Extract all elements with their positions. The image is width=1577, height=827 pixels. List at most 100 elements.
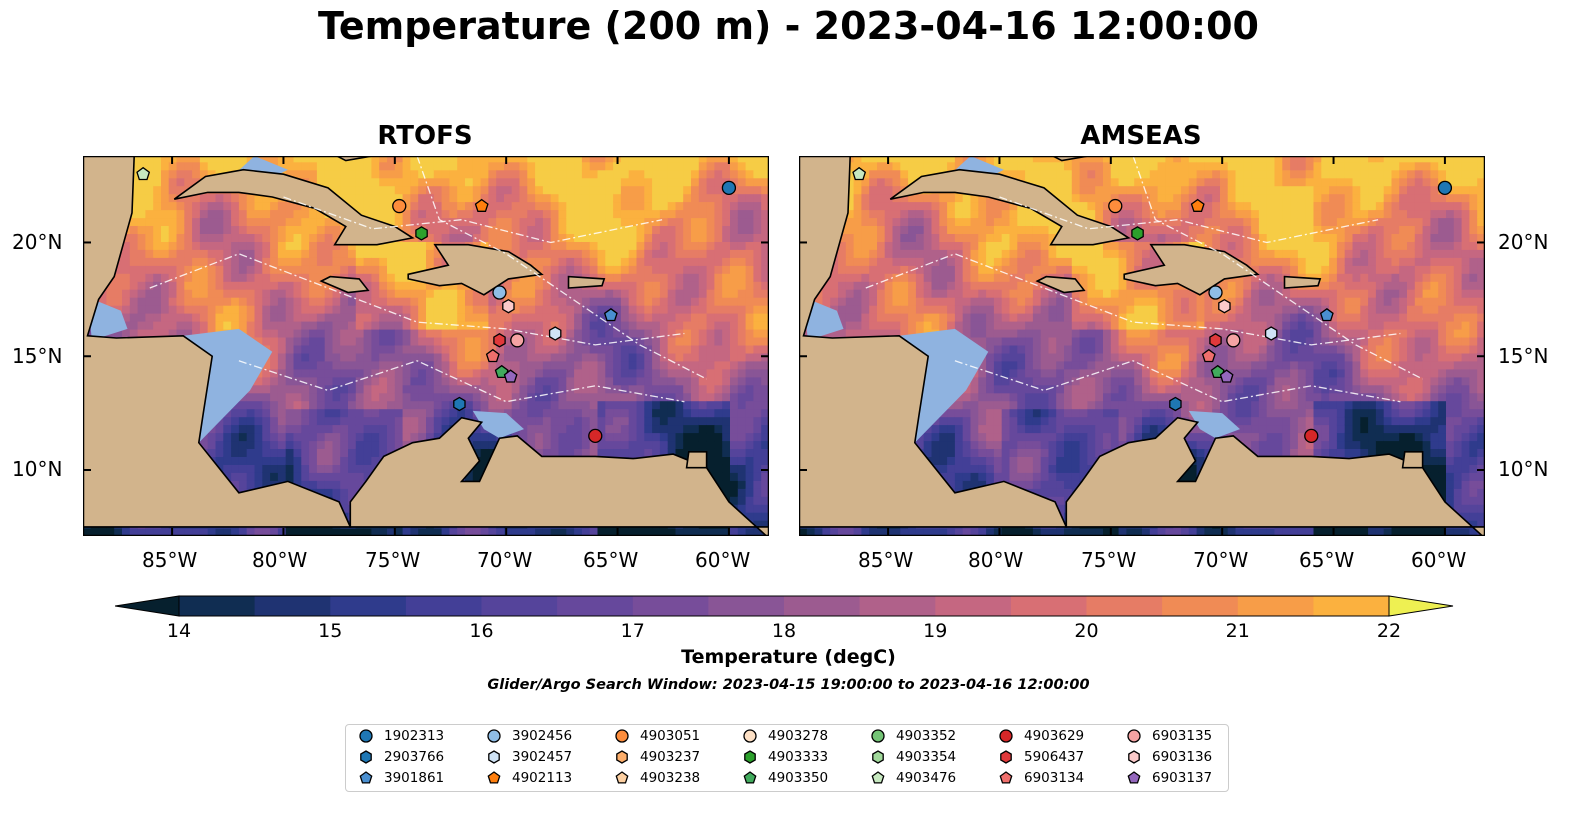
colorbar-bin — [935, 596, 1012, 616]
colorbar-bin — [1086, 596, 1163, 616]
xtick-right-80w: 80°W — [968, 548, 1024, 572]
land-southam — [349, 416, 769, 536]
legend-item-6903135: 6903135 — [1126, 726, 1212, 746]
legend-label: 4903051 — [640, 728, 701, 744]
eez-boundaries — [865, 156, 1423, 403]
legend-label: 4903352 — [896, 728, 957, 744]
circle-marker-icon — [615, 729, 629, 743]
float-marker-4902113 — [474, 198, 489, 212]
search-window-caption: Glider/Argo Search Window: 2023-04-15 19… — [487, 677, 1090, 693]
float-marker-6903136 — [1218, 298, 1231, 314]
panel-title-amseas: AMSEAS — [1080, 121, 1202, 151]
xtick-left-70w: 70°W — [477, 548, 533, 572]
colorbar-tick-19: 19 — [923, 620, 948, 642]
legend-label: 4903350 — [768, 770, 829, 786]
float-marker-2903766 — [1169, 396, 1182, 412]
colorbar-tick-22: 22 — [1376, 620, 1402, 642]
circle-marker-icon — [871, 729, 885, 743]
legend-item-5906437: 5906437 — [998, 747, 1084, 767]
legend-marker-4903237 — [616, 750, 628, 764]
land-cuba — [173, 168, 415, 246]
legend-item-4903354: 4903354 — [870, 747, 956, 767]
hexagon-marker-icon — [872, 750, 884, 764]
pentagon-marker-icon — [999, 771, 1013, 784]
legend-marker-4903352 — [871, 729, 885, 743]
colorbar-tick-14: 14 — [166, 620, 192, 642]
colorbar-bin — [708, 596, 785, 616]
ytick-right-20n: 20°N — [1498, 230, 1549, 254]
float-marker-6903134 — [1201, 348, 1216, 363]
legend-marker-4903354 — [872, 750, 884, 764]
float-marker-3902456 — [1208, 285, 1223, 300]
hexagon-marker-icon — [1128, 750, 1140, 764]
colorbar-bin — [1010, 596, 1087, 616]
colorbar-bin — [481, 596, 558, 616]
xtick-right-65w: 65°W — [1299, 548, 1355, 572]
colorbar-tick-18: 18 — [771, 620, 797, 642]
shelf-areas — [803, 156, 1240, 443]
legend-marker-4903051 — [615, 729, 629, 743]
land-trinidad — [685, 450, 708, 469]
legend-marker-6903136 — [1128, 750, 1140, 764]
colorbar-bin — [1313, 596, 1390, 616]
legend-item-3901861: 3901861 — [358, 768, 444, 788]
legend-item-6903137: 6903137 — [1126, 768, 1212, 788]
legend-marker-4903629 — [999, 729, 1013, 743]
legend-item-4903051: 4903051 — [614, 726, 700, 746]
land-southam — [1065, 416, 1485, 536]
colorbar-bin — [405, 596, 482, 616]
legend-item-3902456: 3902456 — [486, 726, 572, 746]
main-title: Temperature (200 m) - 2023-04-16 12:00:0… — [317, 4, 1259, 48]
legend-item-4903629: 4903629 — [998, 726, 1084, 746]
land-jamaica — [1035, 275, 1086, 294]
legend-item-3902457: 3902457 — [486, 747, 572, 767]
float-marker-3901861 — [603, 307, 618, 322]
legend-label: 4903238 — [640, 770, 701, 786]
legend-marker-6903137 — [1127, 771, 1141, 784]
legend-marker-3901861 — [359, 771, 373, 784]
legend-label: 4903237 — [640, 749, 701, 765]
legend-item-4903238: 4903238 — [614, 768, 700, 788]
legend-marker-4903476 — [871, 771, 885, 784]
legend-marker-3902456 — [487, 729, 501, 743]
legend-marker-2903766 — [360, 750, 372, 764]
float-marker-4903476 — [852, 166, 867, 181]
legend-label: 3901861 — [384, 770, 445, 786]
colorbar-tick-21: 21 — [1225, 620, 1250, 642]
float-marker-4903333 — [1131, 226, 1144, 241]
hexagon-marker-icon — [360, 750, 372, 764]
ytick-left-15n: 15°N — [12, 344, 63, 368]
colorbar-tick-15: 15 — [318, 620, 343, 642]
circle-marker-icon — [743, 729, 757, 743]
ytick-right-10n: 10°N — [1498, 457, 1549, 481]
axis-ticks — [83, 156, 769, 536]
ytick-left-10n: 10°N — [12, 457, 63, 481]
land-puerto — [1283, 275, 1322, 289]
pentagon-marker-icon — [487, 771, 501, 784]
xtick-right-75w: 75°W — [1081, 548, 1137, 572]
hexagon-marker-icon — [1000, 750, 1012, 764]
map-frame — [83, 156, 769, 536]
pentagon-marker-icon — [359, 771, 373, 784]
legend-label: 4903333 — [768, 749, 829, 765]
colorbar-bin — [1162, 596, 1239, 616]
rtofs-temperature-map — [83, 156, 769, 536]
land-jamaica — [319, 275, 370, 294]
legend-label: 2903766 — [384, 749, 445, 765]
float-marker-4903333 — [415, 226, 428, 241]
float-marker-1902313 — [1437, 180, 1453, 196]
legend-label: 4903278 — [768, 728, 829, 744]
float-legend: 1902313 2903766 3901861 3902456 3902457 49021… — [345, 724, 1229, 792]
colorbar-bin — [632, 596, 709, 616]
float-marker-4903629 — [1304, 428, 1319, 444]
legend-label: 3902456 — [512, 728, 573, 744]
legend-item-6903134: 6903134 — [998, 768, 1084, 788]
land-trinidad — [1401, 450, 1424, 469]
xtick-right-70w: 70°W — [1193, 548, 1249, 572]
float-marker-4903051 — [392, 198, 407, 214]
temperature-colorbar — [115, 595, 1454, 617]
legend-label: 5906437 — [1024, 749, 1085, 765]
legend-marker-1902313 — [359, 729, 373, 743]
legend-marker-5906437 — [1000, 750, 1012, 764]
eez-boundaries — [149, 156, 707, 403]
